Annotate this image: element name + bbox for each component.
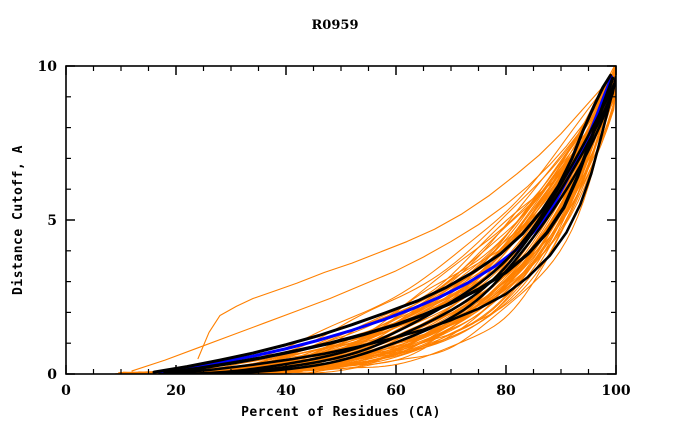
reference-curve <box>152 73 612 374</box>
reference-curve <box>184 75 616 374</box>
x-tick-label: 0 <box>61 383 71 399</box>
x-tick-label: 20 <box>166 383 186 399</box>
y-tick-label: 5 <box>47 213 57 229</box>
chart-title: R0959 <box>312 18 359 33</box>
ensemble-curve <box>197 89 614 374</box>
x-tick-label: 60 <box>386 383 406 399</box>
tick-marks <box>65 65 617 375</box>
ensemble-curve <box>203 79 616 374</box>
ensemble-curve <box>186 78 614 374</box>
ensemble-curve <box>143 76 616 374</box>
x-tick-label: 80 <box>496 383 516 399</box>
ensemble-outlier-curve <box>131 74 616 372</box>
reference-curve <box>174 77 616 374</box>
x-tick-label: 40 <box>276 383 296 399</box>
tick-labels: 0 20 40 60 80 100 0 5 10 <box>38 59 631 399</box>
ensemble-outlier-curve <box>175 79 616 374</box>
ensemble-outlier-curve <box>197 77 612 360</box>
y-axis-label: Distance Cutoff, A <box>11 145 26 295</box>
y-tick-label: 10 <box>38 59 58 75</box>
x-axis-label: Percent of Residues (CA) <box>241 405 441 420</box>
ensemble-curve <box>182 88 616 374</box>
axes-layer: 0 20 40 60 80 100 0 5 10 <box>38 59 631 399</box>
x-tick-label: 100 <box>601 383 630 399</box>
highlight-curve <box>158 75 614 374</box>
y-tick-label: 0 <box>47 367 57 383</box>
